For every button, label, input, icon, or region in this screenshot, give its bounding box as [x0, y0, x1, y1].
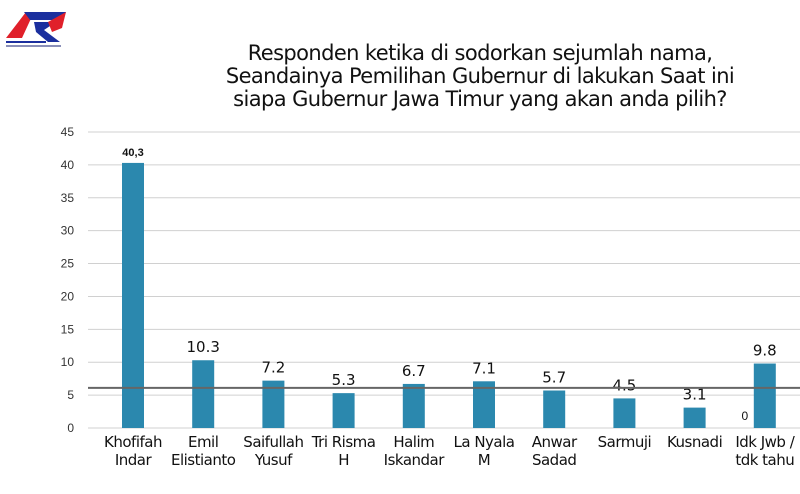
category-label: Elistianto — [171, 451, 236, 469]
category-label: Tri Risma — [311, 433, 376, 451]
category-label: Idk Jwb / — [735, 433, 795, 451]
y-tick-label: 40 — [61, 158, 75, 172]
bar — [122, 162, 144, 428]
bar — [402, 383, 425, 428]
category-label: Sadad — [532, 451, 576, 469]
bar — [613, 398, 636, 428]
category-label: Khofifah — [104, 433, 162, 451]
category-label: M — [478, 451, 490, 469]
bar — [473, 381, 495, 428]
data-label: 10.3 — [186, 338, 219, 356]
data-label: 7.2 — [261, 359, 285, 377]
category-label: Iskandar — [384, 451, 446, 469]
logo — [6, 12, 66, 47]
category-label: Kusnadi — [667, 433, 722, 451]
title-line: siapa Gubernur Jawa Timur yang akan anda… — [233, 87, 727, 111]
bar — [753, 363, 776, 428]
bar — [683, 407, 706, 428]
data-label: 9.8 — [753, 342, 777, 360]
category-label: La Nyala — [454, 433, 515, 451]
category-label: tdk tahu — [735, 451, 794, 469]
data-label: 7.1 — [472, 359, 496, 377]
y-tick-label: 45 — [61, 125, 75, 139]
y-tick-label: 35 — [61, 191, 75, 205]
category-label: Anwar — [532, 433, 578, 451]
y-tick-label: 25 — [61, 257, 75, 271]
category-label: Yusuf — [254, 451, 293, 469]
category-label: Sarmuji — [598, 433, 652, 451]
chart-title: Responden ketika di sodorkan sejumlah na… — [190, 42, 770, 111]
data-label: 5.3 — [332, 371, 356, 389]
y-tick-label: 0 — [67, 421, 74, 435]
category-label: Indar — [115, 451, 153, 469]
data-label: 40,3 — [122, 147, 143, 159]
title-line: Responden ketika di sodorkan sejumlah na… — [247, 41, 713, 65]
data-label: 4.5 — [612, 376, 636, 394]
data-label: 6.7 — [402, 362, 426, 380]
bar — [332, 393, 355, 428]
y-tick-label: 5 — [67, 388, 74, 402]
data-label-zero: 0 — [741, 409, 748, 423]
bar — [262, 380, 285, 428]
bar — [192, 360, 215, 428]
y-tick-label: 30 — [61, 224, 75, 238]
bar — [543, 390, 566, 428]
category-label: H — [338, 451, 349, 469]
y-tick-label: 20 — [61, 289, 75, 303]
y-tick-label: 10 — [61, 355, 75, 369]
category-label: Emil — [188, 433, 218, 451]
y-tick-label: 15 — [61, 322, 75, 336]
data-label: 3.1 — [683, 386, 707, 404]
category-label: Halim — [393, 433, 434, 451]
data-label: 5.7 — [542, 369, 566, 387]
category-label: Saifullah — [243, 433, 303, 451]
title-line: Seandainya Pemilihan Gubernur di lakukan… — [225, 64, 735, 88]
